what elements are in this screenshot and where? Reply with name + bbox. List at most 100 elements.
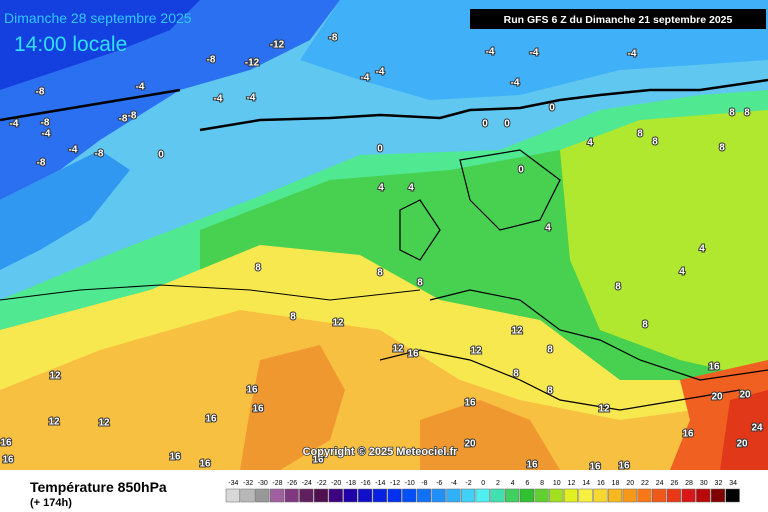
contour-label: 16	[0, 438, 12, 449]
scale-label: 12	[568, 480, 576, 487]
contour-label: 16	[464, 398, 476, 409]
scale-swatch	[696, 488, 711, 503]
scale-label: -16	[361, 480, 371, 487]
field	[420, 400, 560, 470]
contour-label: 16	[526, 460, 538, 471]
scale-label: -12	[390, 480, 400, 487]
scale-swatch	[710, 488, 726, 503]
coastlines	[0, 78, 768, 411]
scale-label: -6	[436, 480, 442, 487]
scale-label: 18	[612, 480, 620, 487]
contour-label: 16	[708, 362, 720, 373]
field	[560, 110, 768, 380]
scale-swatch	[372, 488, 387, 503]
contour-label: 8	[637, 129, 643, 140]
field	[240, 345, 345, 470]
contour-label: 12	[598, 404, 610, 415]
run-box	[470, 9, 766, 29]
time: 14:00 locale	[14, 33, 127, 56]
footer-title: Température 850hPa	[30, 479, 167, 495]
contour-label: -8	[41, 118, 50, 129]
copyright: Copyright © 2025 Meteociel.fr	[303, 446, 459, 458]
field	[0, 310, 768, 470]
run: Run GFS 6 Z du Dimanche 21 septembre 202…	[504, 14, 733, 26]
contour-label: -8	[207, 55, 216, 66]
scale-swatch	[446, 488, 461, 503]
scale-label: 4	[511, 480, 515, 487]
contour-label: 0	[158, 150, 164, 161]
scale-label: 28	[685, 480, 693, 487]
contour-label: -8	[36, 87, 45, 98]
contour-label: 8	[547, 386, 553, 397]
field	[0, 150, 130, 270]
scale-swatch	[299, 488, 314, 503]
contour-label: -8	[329, 33, 338, 44]
contour-label: 20	[739, 390, 751, 401]
contour-label: 16	[205, 414, 217, 425]
scale-swatch	[255, 488, 270, 503]
scale-label: -14	[375, 480, 385, 487]
scale-swatch	[284, 488, 299, 503]
contour-label: 12	[48, 417, 60, 428]
contour-label: -8	[128, 111, 137, 122]
contour-label: 20	[464, 439, 476, 450]
contour-label: 8	[255, 263, 261, 274]
contour-label: -4	[247, 93, 256, 104]
contour-label: 0	[482, 119, 488, 130]
scale-swatch	[431, 488, 446, 503]
scale-swatch	[549, 488, 564, 503]
contour-label: 16	[252, 404, 264, 415]
coast	[399, 149, 768, 381]
contour-label: 16	[2, 455, 14, 466]
contour-label: 16	[246, 385, 258, 396]
contour-label: -8	[95, 149, 104, 160]
contour-label: 4	[378, 183, 384, 194]
contour-label: 12	[511, 326, 523, 337]
contour-label: 8	[642, 320, 648, 331]
contour-label: -8	[37, 158, 46, 169]
contour-label: 12	[49, 371, 61, 382]
scale-swatch	[475, 488, 490, 503]
contour-label: 4	[699, 244, 705, 255]
contour-label: 16	[407, 349, 419, 360]
contour-label: 16	[169, 452, 181, 463]
contour-label: 0	[549, 103, 555, 114]
scale-swatch	[607, 488, 623, 503]
contour-label: 8	[513, 369, 519, 380]
contour-label: -4	[628, 49, 637, 60]
scale-label: 14	[582, 480, 590, 487]
contour-label: -4	[10, 119, 19, 130]
scale-swatch	[402, 488, 417, 503]
scale-swatch	[725, 488, 740, 503]
scale-label: 20	[626, 480, 634, 487]
coast	[379, 349, 741, 411]
contour-label: 16	[199, 459, 211, 470]
scale-label: -32	[243, 480, 253, 487]
contour-label: 8	[744, 108, 750, 119]
scale-swatch	[578, 488, 593, 503]
contour-label: 24	[751, 423, 763, 434]
scale-label: 10	[553, 480, 561, 487]
contour-label: -12	[245, 58, 260, 69]
scale-label: 22	[641, 480, 649, 487]
contour-label: 4	[545, 223, 551, 234]
scale-swatch	[593, 488, 608, 503]
contour-label: -4	[361, 73, 370, 84]
scale-swatch	[328, 488, 343, 503]
contour-label: 8	[377, 268, 383, 279]
contour-label: 0	[504, 119, 510, 130]
scale-label: -26	[287, 480, 297, 487]
scale-swatch	[666, 488, 681, 503]
scale-swatch	[387, 488, 402, 503]
scale-label: -8	[421, 480, 427, 487]
scale-label: -28	[272, 480, 282, 487]
scale-label: -30	[258, 480, 268, 487]
contour-label: -4	[376, 67, 385, 78]
ice-edge	[199, 78, 768, 132]
scale-swatch	[416, 488, 432, 503]
contour-label: 0	[377, 144, 383, 155]
scale-swatch	[652, 488, 667, 503]
scale-swatch	[563, 488, 579, 503]
contour-label: 16	[312, 455, 324, 466]
